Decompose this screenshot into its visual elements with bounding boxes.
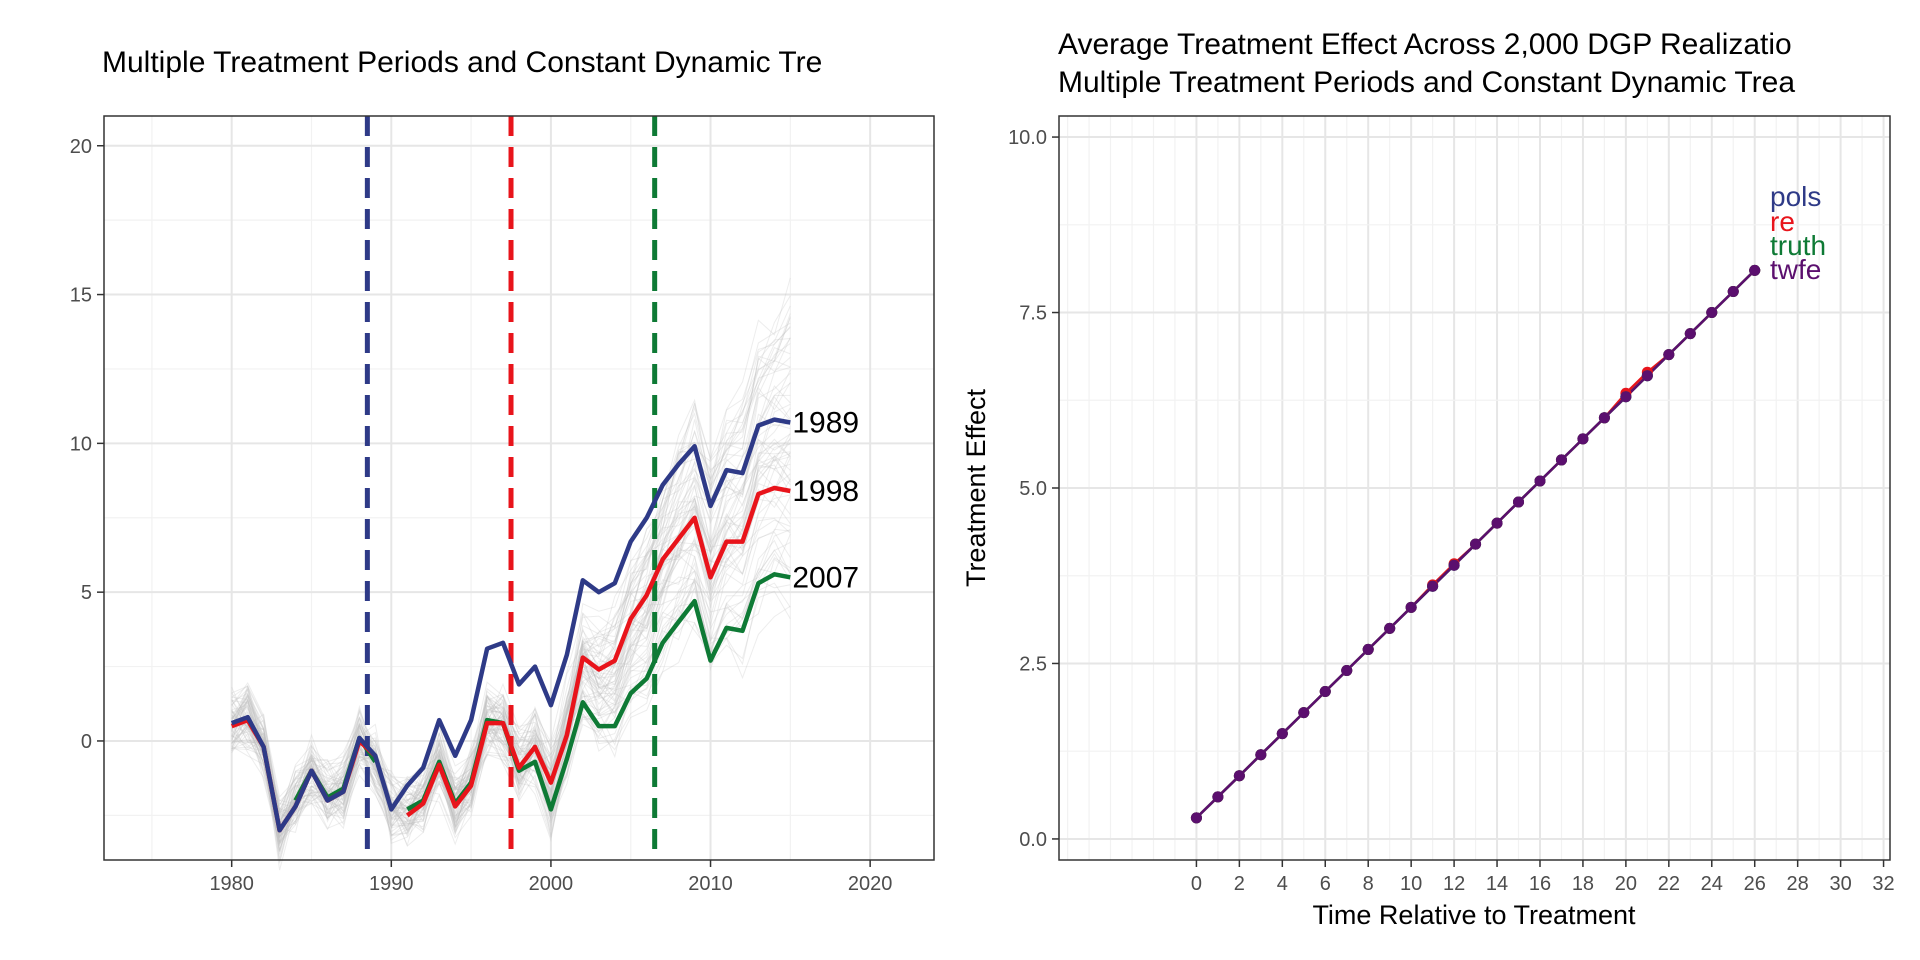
- data-point-twfe: [1298, 707, 1310, 719]
- left-panel-border: [103, 115, 935, 861]
- background-realization-line: [231, 413, 791, 838]
- background-realization-line: [231, 313, 791, 836]
- left-end-labels: 1989 1998 2007: [792, 407, 859, 595]
- y-tick-label: 5: [81, 582, 92, 604]
- y-tick-label: 0: [81, 731, 92, 753]
- data-point-twfe: [1276, 728, 1288, 740]
- x-tick-label: 1980: [209, 873, 254, 895]
- background-realization-line: [231, 478, 791, 821]
- y-tick-label: 7.5: [1019, 303, 1047, 325]
- y-tick-label: 2.5: [1019, 653, 1047, 675]
- data-point-twfe: [1706, 307, 1718, 319]
- data-point-twfe: [1212, 791, 1224, 803]
- background-realization-line: [231, 346, 791, 814]
- background-realization-line: [231, 468, 791, 824]
- data-point-twfe: [1641, 370, 1653, 382]
- series-end-label-1998: 1998: [792, 475, 859, 508]
- data-point-twfe: [1620, 391, 1632, 403]
- data-point-twfe: [1384, 622, 1396, 634]
- y-tick-label: 10: [70, 433, 92, 455]
- x-tick-label: 32: [1872, 873, 1894, 895]
- y-tick-label: 10.0: [1008, 127, 1047, 149]
- x-tick-label: 28: [1787, 873, 1809, 895]
- data-point-twfe: [1749, 264, 1761, 276]
- background-realization-line: [231, 451, 791, 834]
- right-chart-subtitle: Multiple Treatment Periods and Constant …: [1058, 66, 1795, 99]
- y-tick-label: 15: [70, 285, 92, 307]
- background-realization-line: [231, 443, 791, 855]
- y-tick-label: 20: [70, 136, 92, 158]
- data-point-twfe: [1319, 686, 1331, 698]
- data-point-twfe: [1405, 601, 1417, 613]
- x-tick-label: 0: [1191, 873, 1202, 895]
- x-tick-label: 14: [1486, 873, 1508, 895]
- left-grid: [104, 116, 934, 860]
- x-tick-label: 8: [1363, 873, 1374, 895]
- x-tick-label: 2000: [529, 873, 574, 895]
- x-tick-label: 10: [1400, 873, 1422, 895]
- series-line-1989: [230, 417, 791, 833]
- left-ticks: 1980 1990 2000 2010 2020 0 5 10 15 20: [70, 136, 893, 895]
- data-point-twfe: [1491, 517, 1503, 529]
- left-treatment-lines: [364, 116, 658, 860]
- data-point-twfe: [1255, 749, 1267, 761]
- x-tick-label: 2010: [688, 873, 733, 895]
- series-end-label-2007: 2007: [792, 561, 859, 594]
- x-tick-label: 20: [1615, 873, 1637, 895]
- data-point-twfe: [1427, 580, 1439, 592]
- x-tick-label: 6: [1320, 873, 1331, 895]
- x-tick-label: 2020: [848, 873, 893, 895]
- background-realization-line: [231, 316, 791, 846]
- x-tick-label: 30: [1829, 873, 1851, 895]
- left-series-lines: [230, 417, 791, 833]
- background-realization-line: [231, 582, 791, 838]
- legend-entry-re: re: [1770, 206, 1795, 237]
- background-realization-line: [231, 590, 791, 820]
- data-point-twfe: [1577, 433, 1589, 445]
- legend-entry-pols: pols: [1770, 181, 1821, 212]
- data-point-twfe: [1341, 664, 1353, 676]
- data-point-twfe: [1233, 770, 1245, 782]
- right-ticks: 0 2 4 6 8 10 12 14 16 18 20 22 24 26 28 30 320.02.55.07.…: [1008, 127, 1895, 895]
- left-chart: Multiple Treatment Periods and Constant …: [70, 46, 935, 895]
- data-point-twfe: [1727, 285, 1739, 297]
- y-tick-label: 5.0: [1019, 478, 1047, 500]
- legend-entry-truth: truth: [1770, 230, 1826, 261]
- background-realization-line: [231, 394, 791, 839]
- background-realization-line: [231, 468, 791, 839]
- data-point-twfe: [1448, 559, 1460, 571]
- data-point-twfe: [1663, 349, 1675, 361]
- data-point-twfe: [1513, 496, 1525, 508]
- right-x-axis-label: Time Relative to Treatment: [1312, 900, 1636, 930]
- x-tick-label: 2: [1234, 873, 1245, 895]
- data-point-twfe: [1534, 475, 1546, 487]
- x-tick-label: 1990: [369, 873, 414, 895]
- data-point-twfe: [1684, 328, 1696, 340]
- right-chart: Average Treatment Effect Across 2,000 DG…: [961, 28, 1895, 930]
- data-point-twfe: [1598, 412, 1610, 424]
- x-tick-label: 22: [1658, 873, 1680, 895]
- x-tick-label: 16: [1529, 873, 1551, 895]
- x-tick-label: 24: [1701, 873, 1723, 895]
- x-tick-label: 12: [1443, 873, 1465, 895]
- data-point-twfe: [1555, 454, 1567, 466]
- x-tick-label: 4: [1277, 873, 1288, 895]
- data-point-twfe: [1362, 643, 1374, 655]
- right-chart-title: Average Treatment Effect Across 2,000 DG…: [1058, 28, 1792, 61]
- x-tick-label: 18: [1572, 873, 1594, 895]
- data-point-twfe: [1470, 538, 1482, 550]
- x-tick-label: 26: [1744, 873, 1766, 895]
- y-tick-label: 0.0: [1019, 829, 1047, 851]
- background-realization-line: [231, 396, 791, 822]
- right-grid: [1059, 116, 1890, 860]
- right-series-points: [1190, 264, 1761, 824]
- left-chart-title: Multiple Treatment Periods and Constant …: [102, 46, 822, 79]
- legend-entry-twfe: twfe: [1770, 254, 1821, 285]
- data-point-twfe: [1190, 812, 1202, 824]
- right-y-axis-label: Treatment Effect: [961, 388, 991, 587]
- series-end-label-1989: 1989: [792, 407, 859, 440]
